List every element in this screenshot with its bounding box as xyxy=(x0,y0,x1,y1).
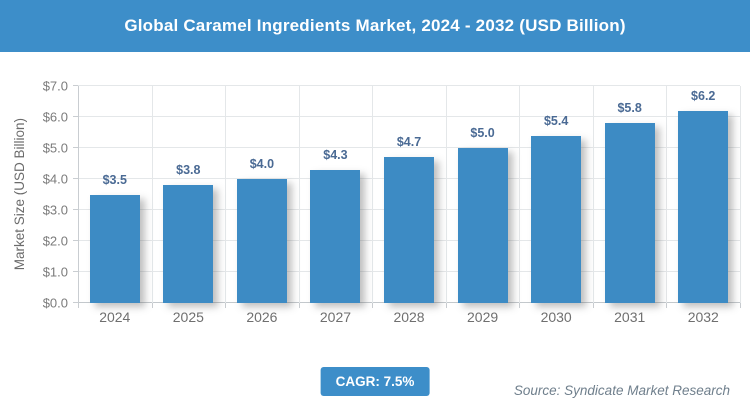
bar xyxy=(678,110,729,303)
v-gridline xyxy=(740,86,741,303)
y-tick-mark xyxy=(73,178,78,179)
y-tick-label: $5.0 xyxy=(42,140,68,156)
y-axis-title: Market Size (USD Billion) xyxy=(11,118,27,271)
y-tick-label: $3.0 xyxy=(42,202,68,218)
v-gridline xyxy=(666,86,668,303)
x-tick-mark xyxy=(666,303,668,308)
h-gridline xyxy=(78,116,740,117)
y-tick-mark xyxy=(73,209,78,210)
bar-value-label: $5.4 xyxy=(543,113,569,128)
x-tick-mark xyxy=(592,303,594,308)
x-tick-mark xyxy=(519,303,521,308)
x-axis-label: 2027 xyxy=(319,309,352,325)
bar xyxy=(604,123,655,303)
bar xyxy=(236,179,287,303)
h-gridline xyxy=(78,85,740,86)
bar-value-label: $4.0 xyxy=(249,157,275,171)
x-tick-mark xyxy=(740,303,741,308)
x-axis-label: 2024 xyxy=(99,309,131,325)
y-tick-label: $2.0 xyxy=(42,233,68,249)
chart-title: Global Caramel Ingredients Market, 2024 … xyxy=(124,16,626,35)
y-tick-label: $1.0 xyxy=(42,264,68,280)
y-axis-title-wrap: Market Size (USD Billion) xyxy=(8,86,30,303)
v-gridline xyxy=(151,86,153,303)
x-axis-label: 2028 xyxy=(393,309,425,325)
x-tick-mark xyxy=(445,303,447,308)
x-axis-label: 2025 xyxy=(172,309,204,325)
bar-value-label: $3.5 xyxy=(102,172,127,187)
bar xyxy=(310,169,361,303)
bar-value-label: $5.8 xyxy=(617,101,642,116)
v-gridline xyxy=(445,86,447,303)
bar-value-label: $4.7 xyxy=(396,135,422,150)
x-axis-label: 2032 xyxy=(687,309,719,325)
bar-value-label: $3.8 xyxy=(176,163,201,178)
bar xyxy=(531,135,582,303)
y-tick-label: $0.0 xyxy=(42,295,68,311)
v-gridline xyxy=(225,86,227,303)
v-gridline xyxy=(78,86,79,303)
y-tick-mark xyxy=(73,85,78,86)
y-tick-mark xyxy=(73,240,78,241)
v-gridline xyxy=(372,86,374,303)
y-tick-label: $7.0 xyxy=(42,78,68,94)
y-tick-mark xyxy=(73,271,78,272)
x-tick-mark xyxy=(372,303,374,308)
x-tick-mark xyxy=(78,303,79,308)
x-axis-label: 2031 xyxy=(614,309,646,325)
v-gridline xyxy=(519,86,521,303)
y-tick-mark xyxy=(73,116,78,117)
v-gridline xyxy=(298,86,300,303)
x-axis-label: 2029 xyxy=(467,309,499,325)
bar xyxy=(163,185,214,303)
bar-value-label: $6.2 xyxy=(691,88,716,103)
x-axis-labels: 2024 2025 2026 2027 2028 2029 2030 2031 2032 xyxy=(78,309,740,333)
x-tick-mark xyxy=(151,303,153,308)
source-note: Source: Syndicate Market Research xyxy=(513,383,730,398)
bar xyxy=(383,157,434,303)
chart-title-banner: Global Caramel Ingredients Market, 2024 … xyxy=(0,0,750,52)
v-gridline xyxy=(592,86,594,303)
plot-area: $0.0 $1.0 $2.0 $3.0 $4.0 $5.0 $6.0 $7.0 $3.5 $3.8… xyxy=(43,79,741,311)
y-tick-mark xyxy=(73,147,78,148)
bar-value-label: $4.3 xyxy=(323,147,348,162)
y-tick-label: $6.0 xyxy=(42,109,68,125)
x-axis-label: 2030 xyxy=(540,309,572,325)
x-tick-mark xyxy=(225,303,227,308)
bar xyxy=(89,194,140,303)
x-tick-mark xyxy=(298,303,300,308)
x-axis-label: 2026 xyxy=(246,309,278,325)
h-gridline xyxy=(78,147,740,148)
y-tick-label: $4.0 xyxy=(42,171,68,187)
bar xyxy=(457,148,508,303)
cagr-badge: CAGR: 7.5% xyxy=(320,367,430,396)
y-tick-mark xyxy=(73,302,78,303)
bar-value-label: $5.0 xyxy=(470,126,495,140)
